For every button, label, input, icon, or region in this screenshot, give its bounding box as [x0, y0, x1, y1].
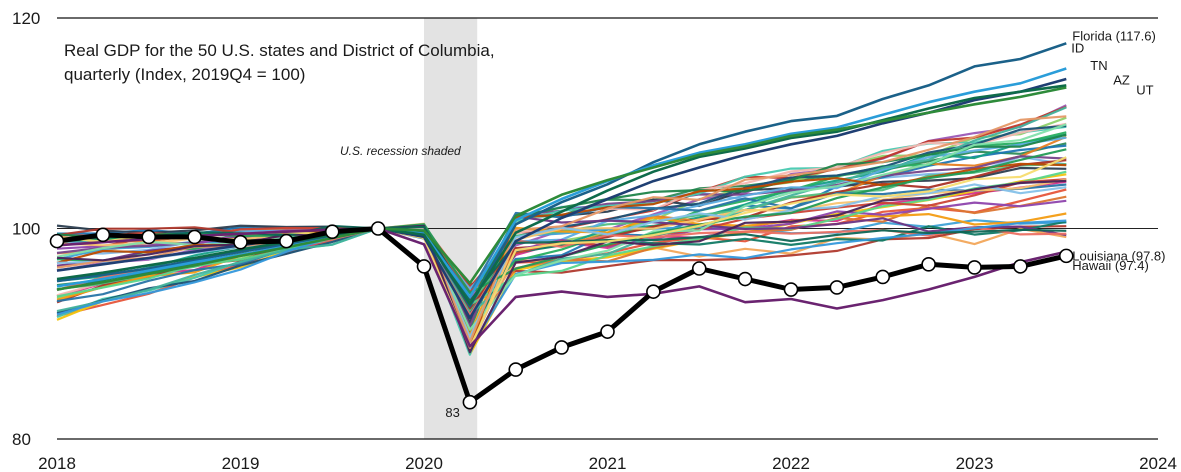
highlight-point-15 — [737, 271, 753, 287]
highlight-point-9 — [462, 394, 478, 410]
x-tick-label-2019: 2019 — [222, 454, 260, 472]
x-tick-label-2018: 2018 — [38, 454, 76, 472]
series-end-label-0: Florida (117.6) — [1072, 28, 1156, 43]
series-line-0 — [56, 42, 1067, 308]
state-line-30 — [56, 106, 1067, 316]
highlight-point-6 — [324, 224, 340, 239]
state-line-41 — [56, 179, 1067, 354]
highlight-point-5 — [279, 233, 294, 249]
x-tick-label-2024: 2024 — [1139, 454, 1177, 472]
series-line-1 — [56, 67, 1067, 299]
highlight-point-2 — [141, 229, 157, 245]
series-end-label-5: Louisiana (97.8) — [1072, 249, 1165, 264]
highlight-series-group: 83 — [49, 221, 1074, 420]
state-line-36 — [56, 123, 1067, 331]
axis-ticks: 80 100 120 2018 2019 2020 2021 2022 2023 2024 — [12, 9, 1177, 472]
state-line-26 — [56, 199, 1067, 350]
highlight-point-21 — [1013, 259, 1028, 274]
series-end-label-4: UT — [1136, 82, 1153, 97]
highlight-point-11 — [554, 340, 569, 355]
highlight-point-17 — [829, 280, 845, 295]
chart-title-line-2: quarterly (Index, 2019Q4 = 100) — [64, 65, 305, 84]
series-line-5 — [56, 227, 1067, 348]
series-line-3 — [56, 84, 1067, 306]
chart-text: Real GDP for the 50 U.S. states and Dist… — [64, 41, 495, 158]
highlight-point-14 — [691, 261, 707, 276]
highlight-point-4 — [233, 234, 248, 250]
x-tick-label-2023: 2023 — [956, 454, 994, 472]
chart-title-line-1: Real GDP for the 50 U.S. states and Dist… — [64, 41, 495, 60]
state-line-15 — [56, 225, 1067, 286]
x-tick-label-2021: 2021 — [589, 454, 627, 472]
state-line-11 — [56, 166, 1067, 324]
highlight-point-3 — [187, 229, 202, 245]
highlight-point-18 — [875, 269, 891, 285]
highlight-point-1 — [95, 227, 111, 243]
recession-note: U.S. recession shaded — [340, 144, 461, 158]
series-line-2 — [56, 77, 1067, 320]
highlight-point-0 — [49, 233, 65, 249]
highlight-point-7 — [370, 221, 386, 236]
x-tick-label-2022: 2022 — [772, 454, 810, 472]
state-series-labeled — [56, 42, 1067, 348]
state-line-42 — [56, 224, 1067, 303]
highlight-point-19 — [921, 256, 936, 272]
series-end-label-2: TN — [1090, 58, 1107, 73]
highlight-end-label: Hawaii (97.4) — [1072, 258, 1149, 273]
highlight-point-20 — [967, 260, 982, 275]
highlight-point-13 — [646, 284, 661, 299]
highlight-point-16 — [783, 282, 799, 297]
series-end-label-1: ID — [1071, 41, 1084, 56]
highlight-point-22 — [1058, 248, 1074, 264]
highlight-min-label: 83 — [445, 405, 459, 420]
series-end-labels: Florida (117.6)ID TN AZ UT Louisiana (97.8)H… — [1071, 28, 1165, 273]
series-end-label-3: AZ — [1113, 72, 1130, 87]
series-line-4 — [56, 86, 1067, 291]
x-tick-label-2020: 2020 — [405, 454, 443, 472]
highlight-point-12 — [600, 324, 615, 339]
state-line-35 — [56, 219, 1067, 350]
y-tick-label-120: 120 — [12, 9, 40, 28]
highlight-point-10 — [508, 362, 524, 377]
y-tick-label-80: 80 — [12, 430, 31, 449]
state-series-background — [56, 104, 1067, 356]
y-tick-label-100: 100 — [12, 220, 40, 239]
highlight-point-8 — [416, 259, 432, 274]
